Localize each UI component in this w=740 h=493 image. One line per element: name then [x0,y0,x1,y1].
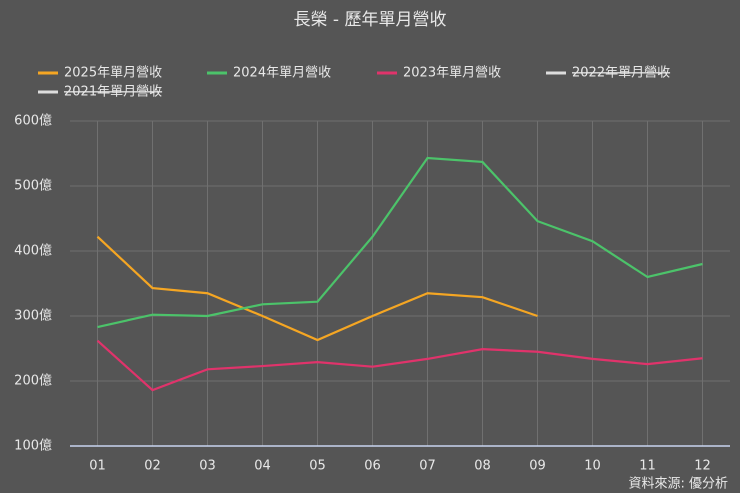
y-tick-label: 400億 [14,243,52,259]
chart-title: 長榮 - 歷年單月營收 [294,10,447,30]
x-tick-label: 12 [694,459,711,474]
y-tick-label: 100億 [14,438,52,454]
legend-label: 2025年單月營收 [64,66,162,81]
y-tick-label: 600億 [14,113,52,129]
x-tick-label: 04 [254,459,271,474]
y-tick-label: 300億 [14,308,52,324]
legend-item[interactable]: 2021年單月營收 [38,85,162,100]
x-tick-label: 02 [144,459,161,474]
legend-item[interactable]: 2024年單月營收 [207,66,331,81]
x-tick-label: 08 [474,459,491,474]
legend-item[interactable]: 2022年單月營收 [546,66,670,81]
series-line [97,156,703,329]
legend-label: 2021年單月營收 [64,85,162,100]
series-line [96,339,703,392]
y-tick-label: 500億 [14,178,52,194]
x-tick-label: 01 [89,459,106,474]
legend-label: 2023年單月營收 [403,66,501,81]
legend-item[interactable]: 2025年單月營收 [38,66,162,81]
x-tick-label: 03 [199,459,216,474]
x-tick-label: 07 [419,459,436,474]
legend-label: 2022年單月營收 [572,66,670,81]
legend-item[interactable]: 2023年單月營收 [377,66,501,81]
x-tick-label: 05 [309,459,326,474]
series-line [96,235,538,342]
legend-label: 2024年單月營收 [233,66,331,81]
source-note: 資料來源: 優分析 [628,477,728,492]
x-tick-label: 09 [529,459,546,474]
y-tick-label: 200億 [14,373,52,389]
x-tick-label: 10 [584,459,601,474]
x-tick-label: 11 [639,459,656,474]
x-tick-label: 06 [364,459,381,474]
